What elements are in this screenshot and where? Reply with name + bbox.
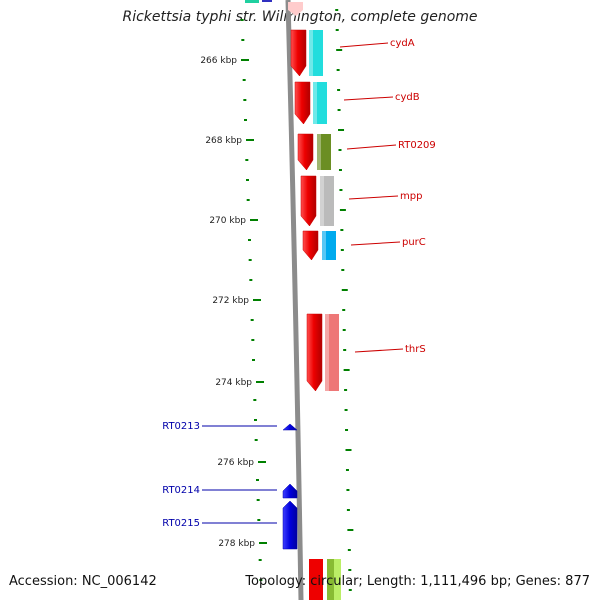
accession-text: Accession: NC_006142: [9, 574, 157, 589]
edge-feature-bottom: [309, 559, 323, 600]
cog-bar-mpp: [320, 176, 334, 226]
cds-arrow-cydA: [290, 29, 307, 77]
cds-arrow-purC: [302, 230, 319, 261]
gene-label-RT0209: RT0209: [398, 140, 436, 151]
gene-label-cydA: cydA: [390, 38, 415, 49]
cog-bar-thrS: [325, 314, 339, 391]
label-leader-mpp: [348, 195, 399, 200]
gene-label-cydB: cydB: [395, 92, 420, 103]
gene-label-thrS: thrS: [405, 344, 426, 355]
cog-bar-highlight: [325, 314, 329, 391]
cog-bar-highlight: [313, 82, 317, 124]
genome-backbone: [285, 0, 304, 600]
gene-label-purC: purC: [402, 237, 426, 248]
cds-arrow-RT0209: [297, 133, 314, 171]
gene-label-mpp: mpp: [400, 191, 422, 202]
edge-feature-bottom-cog-2: [334, 559, 341, 600]
scale-label: 272 kbp: [212, 296, 249, 306]
cog-bar-highlight: [322, 231, 326, 260]
gene-label-RT0213: RT0213: [162, 421, 200, 432]
genome-summary-text: Topology: circular; Length: 1,111,496 bp…: [245, 574, 590, 589]
cog-bar-highlight: [309, 30, 313, 76]
cds-arrow-RT0213: [282, 423, 298, 431]
edge-feature-bottom-cog: [327, 559, 334, 600]
scale-label: 266 kbp: [200, 56, 237, 66]
cds-arrow-RT0215: [282, 500, 298, 550]
cog-bar-cydA: [309, 30, 323, 76]
label-leader-RT0209: [346, 144, 397, 150]
cog-bar-RT0209: [317, 134, 331, 170]
cog-bar-purC: [322, 231, 336, 260]
cds-arrow-mpp: [300, 175, 317, 227]
scale-label: 268 kbp: [205, 136, 242, 146]
map-title: Rickettsia typhi str. Wilmington, comple…: [122, 9, 478, 25]
scale-label: 276 kbp: [217, 458, 254, 468]
cds-arrow-thrS: [306, 313, 323, 392]
tick-marks: [240, 9, 354, 591]
cog-bar-highlight: [317, 134, 321, 170]
label-leader-cydA: [339, 42, 389, 48]
gene-features: [245, 0, 341, 600]
gene-label-RT0215: RT0215: [162, 518, 200, 529]
label-leader-cydB: [343, 96, 394, 101]
gene-labels: 266 kbp 268 kbp 270 kbp 272 kbp 274 kbp 276 k…: [162, 38, 436, 549]
label-leader-purC: [350, 241, 401, 246]
scale-label: 278 kbp: [218, 539, 255, 549]
label-leader-thrS: [354, 348, 404, 353]
scale-label: 274 kbp: [215, 378, 252, 388]
edge-feature-top-left-2: [262, 0, 272, 2]
cds-arrow-cydB: [294, 81, 311, 125]
cds-arrow-RT0214: [282, 483, 298, 499]
edge-feature-top: [288, 2, 303, 16]
cog-bar-cydB: [313, 82, 327, 124]
cog-bar-highlight: [320, 176, 324, 226]
scale-label: 270 kbp: [209, 216, 246, 226]
edge-feature-top-left: [245, 0, 259, 3]
gene-label-RT0214: RT0214: [162, 485, 200, 496]
